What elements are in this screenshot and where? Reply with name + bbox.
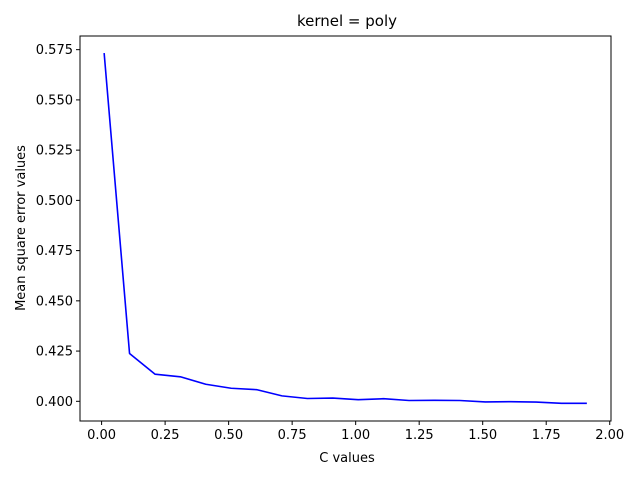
chart-title: kernel = poly: [297, 12, 397, 30]
y-tick-label: 0.425: [36, 345, 73, 360]
y-tick-label: 0.500: [36, 194, 73, 209]
y-axis-label: Mean square error values: [14, 145, 29, 311]
y-tick-label: 0.550: [36, 93, 73, 108]
x-tick-label: 0.00: [87, 428, 116, 443]
plot-area: [79, 35, 612, 422]
y-axis: 0.400 0.425 0.450 0.475 0.500 0.525 0.550 0.575: [36, 43, 80, 410]
x-tick-label: 1.25: [405, 428, 434, 443]
x-tick-label: 1.75: [532, 428, 561, 443]
y-tick-label: 0.575: [36, 43, 73, 58]
x-tick-label: 0.75: [278, 428, 307, 443]
y-tick-label: 0.450: [36, 294, 73, 309]
plot-frame: [79, 35, 612, 422]
x-axis: 0.00 0.25 0.50 0.75 1.00 1.25 1.50 1.75 2.00: [87, 421, 624, 443]
series-line-0: [103, 53, 587, 405]
x-tick-label: 0.25: [151, 428, 180, 443]
x-tick-label: 2.00: [595, 428, 624, 443]
y-tick-label: 0.400: [36, 395, 73, 410]
x-tick-label: 0.50: [214, 428, 243, 443]
x-axis-label: C values: [319, 451, 375, 466]
x-tick-label: 1.00: [341, 428, 370, 443]
y-tick-label: 0.525: [36, 144, 73, 159]
x-tick-label: 1.50: [468, 428, 497, 443]
y-tick-label: 0.475: [36, 244, 73, 259]
